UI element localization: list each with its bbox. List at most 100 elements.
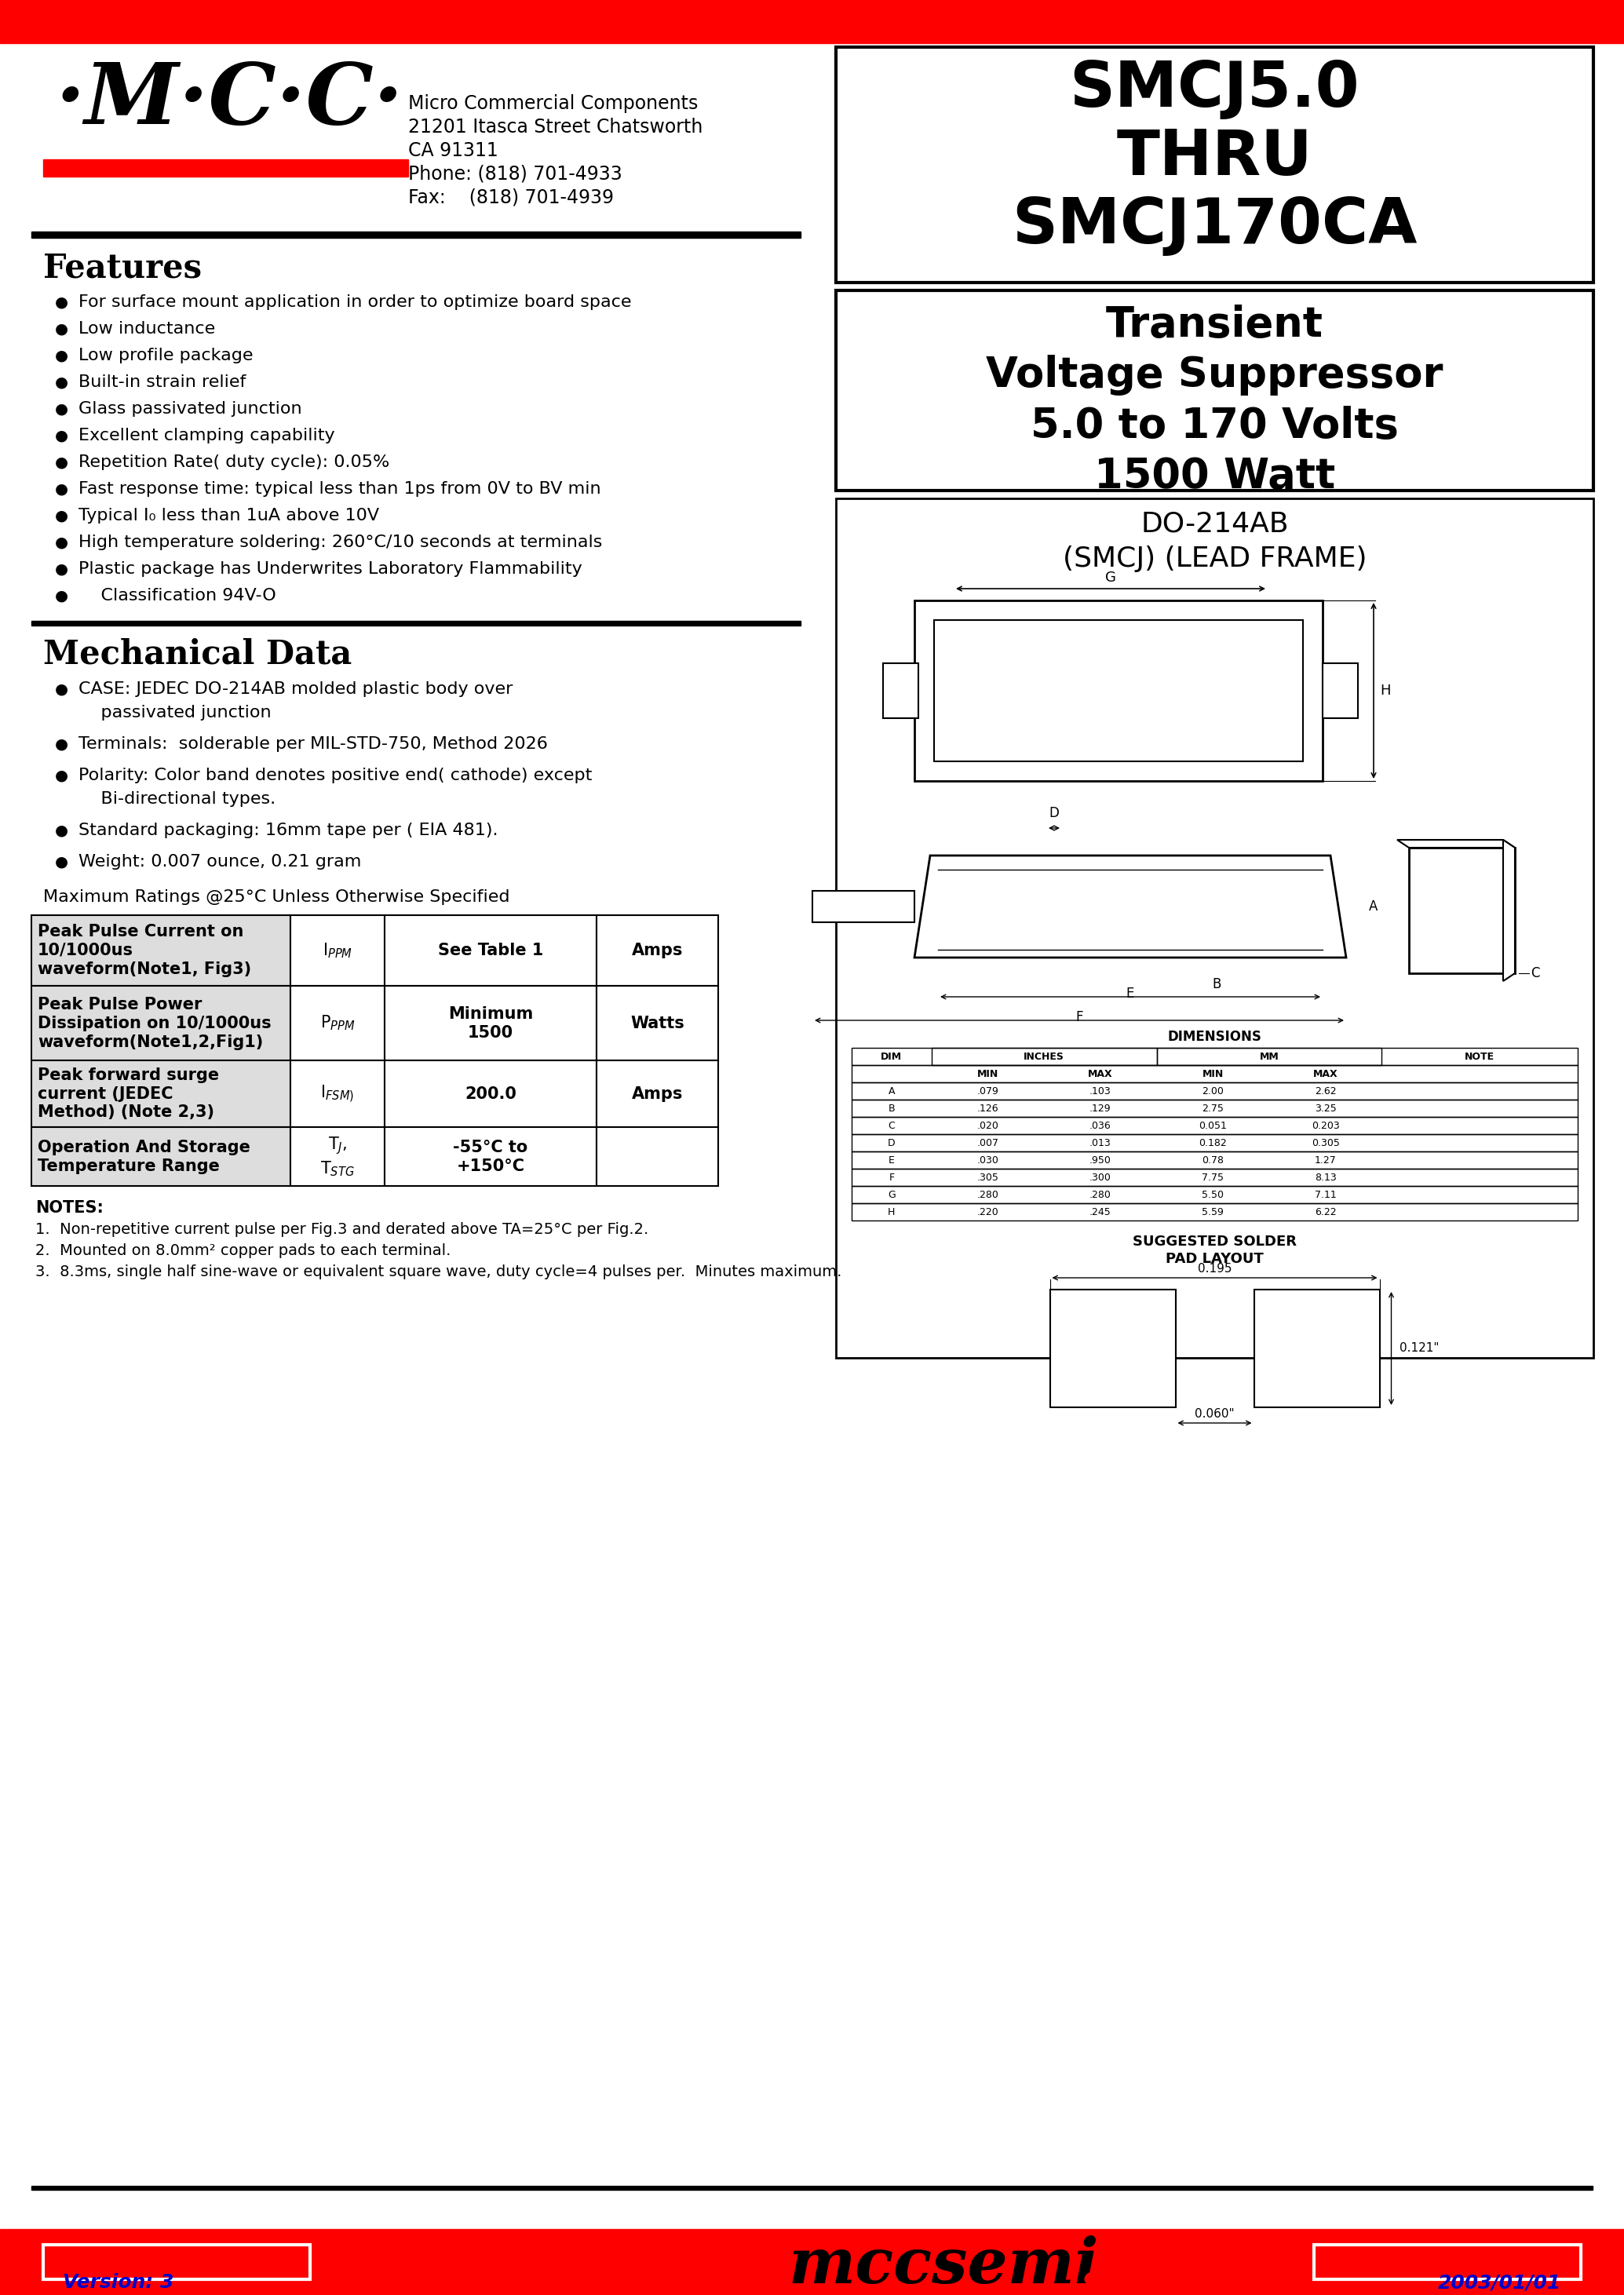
Text: passivated junction: passivated junction bbox=[78, 705, 271, 721]
Bar bbox=[851, 1168, 1577, 1187]
Bar bbox=[851, 1083, 1577, 1099]
Text: Low inductance: Low inductance bbox=[78, 321, 216, 337]
Bar bbox=[932, 1049, 1156, 1065]
Text: ●: ● bbox=[55, 682, 68, 695]
Text: ●: ● bbox=[55, 854, 68, 870]
Text: B: B bbox=[1212, 978, 1221, 991]
Text: ●: ● bbox=[55, 402, 68, 415]
Text: DO-214AB
(SMCJ) (LEAD FRAME): DO-214AB (SMCJ) (LEAD FRAME) bbox=[1062, 509, 1367, 571]
Polygon shape bbox=[1410, 847, 1515, 973]
Text: -55°C to
+150°C: -55°C to +150°C bbox=[453, 1138, 528, 1173]
Text: Typical I₀ less than 1uA above 10V: Typical I₀ less than 1uA above 10V bbox=[78, 507, 380, 523]
Text: 2.  Mounted on 8.0mm² copper pads to each terminal.: 2. Mounted on 8.0mm² copper pads to each… bbox=[36, 1244, 451, 1258]
Text: 2.00: 2.00 bbox=[1202, 1086, 1224, 1097]
Text: MAX: MAX bbox=[1088, 1069, 1112, 1079]
Text: Amps: Amps bbox=[632, 1086, 684, 1102]
Text: Terminals:  solderable per MIL-STD-750, Method 2026: Terminals: solderable per MIL-STD-750, M… bbox=[78, 737, 547, 753]
Text: G: G bbox=[888, 1189, 895, 1200]
Text: ●: ● bbox=[55, 374, 68, 390]
Text: Peak Pulse Power
Dissipation on 10/1000us
waveform(Note1,2,Fig1): Peak Pulse Power Dissipation on 10/1000u… bbox=[37, 996, 271, 1049]
Text: 0.203: 0.203 bbox=[1311, 1120, 1340, 1131]
Bar bbox=[851, 1118, 1577, 1134]
Text: Transient
Voltage Suppressor
5.0 to 170 Volts
1500 Watt: Transient Voltage Suppressor 5.0 to 170 … bbox=[986, 305, 1444, 496]
Text: 3.25: 3.25 bbox=[1314, 1104, 1337, 1113]
Text: C: C bbox=[1530, 966, 1540, 980]
Text: Built-in strain relief: Built-in strain relief bbox=[78, 374, 245, 390]
Text: ●: ● bbox=[55, 737, 68, 750]
Text: MM: MM bbox=[1259, 1051, 1278, 1063]
Text: .079: .079 bbox=[976, 1086, 999, 1097]
Text: Version: 3: Version: 3 bbox=[63, 2272, 174, 2293]
Bar bbox=[385, 916, 596, 987]
Bar bbox=[596, 987, 718, 1060]
Text: 0.060": 0.060" bbox=[1195, 1409, 1234, 1421]
Bar bbox=[31, 232, 801, 239]
Text: SMCJ5.0
THRU
SMCJ170CA: SMCJ5.0 THRU SMCJ170CA bbox=[1012, 60, 1418, 257]
Text: 0.182: 0.182 bbox=[1199, 1138, 1226, 1148]
Text: DIMENSIONS: DIMENSIONS bbox=[1168, 1030, 1262, 1044]
Bar bbox=[31, 1060, 291, 1127]
Bar bbox=[385, 1060, 596, 1127]
Bar bbox=[883, 663, 918, 718]
Text: Low profile package: Low profile package bbox=[78, 349, 253, 363]
Text: 0.78: 0.78 bbox=[1202, 1154, 1224, 1166]
Text: Fast response time: typical less than 1ps from 0V to BV min: Fast response time: typical less than 1p… bbox=[78, 482, 601, 496]
Text: Repetition Rate( duty cycle): 0.05%: Repetition Rate( duty cycle): 0.05% bbox=[78, 454, 390, 470]
Text: MAX: MAX bbox=[1312, 1069, 1338, 1079]
Bar bbox=[836, 291, 1593, 491]
Text: Operation And Storage
Temperature Range: Operation And Storage Temperature Range bbox=[37, 1138, 250, 1173]
Text: Plastic package has Underwrites Laboratory Flammability: Plastic package has Underwrites Laborato… bbox=[78, 562, 583, 576]
Bar bbox=[291, 916, 385, 987]
Text: 5.59: 5.59 bbox=[1202, 1207, 1224, 1216]
Text: ●: ● bbox=[55, 535, 68, 549]
Text: 5.50: 5.50 bbox=[1202, 1189, 1224, 1200]
Text: ●: ● bbox=[55, 822, 68, 838]
Bar bbox=[44, 2245, 310, 2279]
Bar bbox=[44, 158, 408, 177]
Bar bbox=[1314, 2245, 1580, 2279]
Bar bbox=[31, 1127, 291, 1187]
Text: 8.13: 8.13 bbox=[1314, 1173, 1337, 1182]
Text: ●: ● bbox=[55, 427, 68, 443]
Text: INCHES: INCHES bbox=[1023, 1051, 1064, 1063]
Text: Minimum
1500: Minimum 1500 bbox=[448, 1005, 533, 1040]
Bar bbox=[291, 987, 385, 1060]
Text: .305: .305 bbox=[976, 1173, 999, 1182]
Bar bbox=[1156, 1049, 1382, 1065]
Text: Amps: Amps bbox=[632, 943, 684, 959]
Text: Features: Features bbox=[44, 250, 201, 285]
Text: .030: .030 bbox=[976, 1154, 999, 1166]
Text: .220: .220 bbox=[978, 1207, 999, 1216]
Bar bbox=[31, 987, 291, 1060]
Text: See Table 1: See Table 1 bbox=[438, 943, 544, 959]
Bar bbox=[851, 1065, 1577, 1083]
Bar bbox=[851, 1152, 1577, 1168]
Text: ●: ● bbox=[55, 482, 68, 496]
Text: ●: ● bbox=[55, 507, 68, 523]
Text: .103: .103 bbox=[1090, 1086, 1111, 1097]
Text: For surface mount application in order to optimize board space: For surface mount application in order t… bbox=[78, 294, 632, 310]
Bar bbox=[1254, 1290, 1379, 1407]
Bar bbox=[596, 1060, 718, 1127]
Bar bbox=[851, 1134, 1577, 1152]
Polygon shape bbox=[1397, 840, 1515, 847]
Text: 2.75: 2.75 bbox=[1202, 1104, 1224, 1113]
Text: ·M·C·C·: ·M·C·C· bbox=[55, 60, 403, 142]
Text: 0.121": 0.121" bbox=[1400, 1343, 1439, 1354]
Text: Phone: (818) 701-4933: Phone: (818) 701-4933 bbox=[408, 165, 622, 184]
Text: 0.305: 0.305 bbox=[1311, 1138, 1340, 1148]
Text: ●: ● bbox=[55, 454, 68, 470]
Bar bbox=[385, 1127, 596, 1187]
Text: C: C bbox=[888, 1120, 895, 1131]
Text: CASE: JEDEC DO-214AB molded plastic body over: CASE: JEDEC DO-214AB molded plastic body… bbox=[78, 682, 513, 698]
Bar bbox=[836, 498, 1593, 1359]
Text: NOTE: NOTE bbox=[1465, 1051, 1494, 1063]
Text: .013: .013 bbox=[1090, 1138, 1111, 1148]
Text: .950: .950 bbox=[1090, 1154, 1111, 1166]
Bar bbox=[812, 890, 914, 923]
Text: 1.27: 1.27 bbox=[1314, 1154, 1337, 1166]
Text: ●: ● bbox=[55, 562, 68, 576]
Text: MIN: MIN bbox=[978, 1069, 999, 1079]
Text: DIM: DIM bbox=[880, 1051, 903, 1063]
Text: 7.75: 7.75 bbox=[1202, 1173, 1224, 1182]
